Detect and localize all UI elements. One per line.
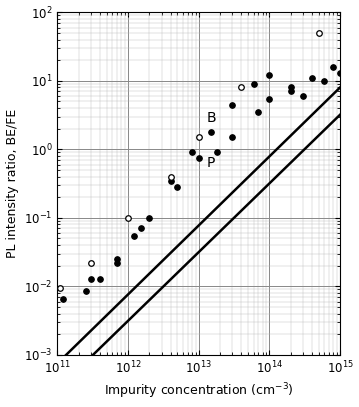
Y-axis label: PL intensity ratio, BE/FE: PL intensity ratio, BE/FE	[5, 109, 19, 258]
Text: B: B	[207, 111, 216, 125]
Text: P: P	[207, 156, 215, 170]
X-axis label: Impurity concentration (cm$^{-3}$): Impurity concentration (cm$^{-3}$)	[104, 382, 294, 401]
